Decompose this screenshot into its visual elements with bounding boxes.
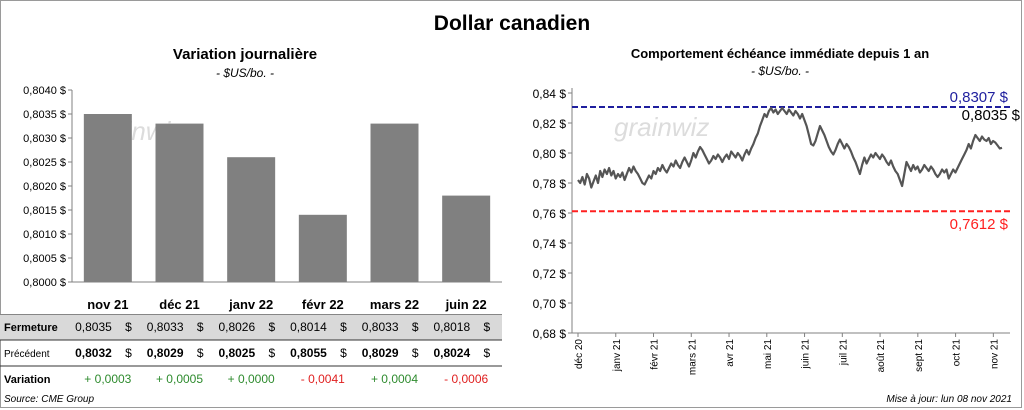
cell-value: - 0,0041: [301, 372, 345, 386]
y-tick-label: 0,84 $: [533, 87, 567, 101]
max-label: 0,8307 $: [950, 89, 1009, 106]
cell-unit: $: [412, 346, 419, 360]
x-category-label: mars 22: [370, 297, 419, 312]
page-title: Dollar canadien: [433, 12, 591, 35]
cell-value: + 0,0004: [371, 372, 418, 386]
bar: [83, 114, 132, 282]
row-label: Précédent: [4, 349, 50, 360]
x-tick-label: août 21: [876, 339, 887, 373]
y-tick-label: 0,78 $: [533, 177, 567, 191]
cell-value: + 0,0000: [228, 372, 275, 386]
data-table: Fermeture 0,8035 $0,8033 $0,8026 $0,8014 $0,8…: [0, 314, 502, 386]
x-tick-label: mai 21: [763, 339, 774, 369]
cell-value: 0,8014: [290, 320, 327, 334]
cell-value: 0,8025: [218, 346, 255, 360]
x-category-label: janv 22: [228, 297, 273, 312]
y-tick-label: 0,8040 $: [23, 85, 66, 97]
row-label: Fermeture: [4, 322, 58, 334]
y-tick-label: 0,8010 $: [23, 229, 66, 241]
cell-value: + 0,0005: [156, 372, 203, 386]
min-label: 0,7612 $: [950, 216, 1009, 233]
x-tick-label: mars 21: [687, 339, 698, 376]
cell-unit: $: [197, 346, 204, 360]
cell-value: 0,8032: [75, 346, 112, 360]
cell-value: 0,8018: [433, 320, 470, 334]
x-tick-label: avr 21: [725, 339, 736, 367]
cell-value: 0,8055: [290, 346, 327, 360]
cell-unit: $: [268, 346, 275, 360]
y-tick-label: 0,8025 $: [23, 157, 66, 169]
bar: [298, 214, 347, 282]
right-chart-title: Comportement échéance immédiate depuis 1…: [630, 46, 930, 61]
y-tick-label: 0,8020 $: [23, 181, 66, 193]
row-label: Variation: [4, 374, 51, 386]
x-tick-label: janv 21: [612, 339, 623, 373]
cell-value: + 0,0003: [84, 372, 131, 386]
cell-unit: $: [197, 320, 204, 334]
cell-unit: $: [483, 346, 490, 360]
cell-unit: $: [340, 346, 347, 360]
cell-unit: $: [125, 346, 132, 360]
bar: [442, 195, 491, 282]
x-category-label: juin 22: [445, 297, 487, 312]
cell-value: 0,8033: [147, 320, 184, 334]
y-tick-label: 0,8000 $: [23, 277, 66, 289]
x-tick-label: sept 21: [914, 339, 925, 372]
cell-unit: $: [268, 320, 275, 334]
cell-unit: $: [340, 320, 347, 334]
left-chart-subtitle: - $US/bo. -: [215, 66, 275, 80]
bar: [155, 123, 204, 282]
x-tick-label: févr 21: [650, 339, 661, 370]
y-tick-label: 0,8035 $: [23, 109, 66, 121]
right-chart-subtitle: - $US/bo. -: [750, 64, 810, 78]
cell-value: 0,8026: [218, 320, 255, 334]
cell-value: 0,8033: [362, 320, 399, 334]
cell-value: - 0,0006: [444, 372, 488, 386]
y-tick-label: 0,80 $: [533, 147, 567, 161]
x-tick-label: juin 21: [801, 339, 812, 370]
cell-unit: $: [412, 320, 419, 334]
x-category-label: févr 22: [302, 297, 344, 312]
y-tick-label: 0,76 $: [533, 207, 567, 221]
y-tick-label: 0,82 $: [533, 117, 567, 131]
bar-chart: 0,8000 $ 0,8005 $ 0,8010 $ 0,8015 $ 0,8020 $…: [23, 85, 502, 312]
cell-value: 0,8035: [75, 320, 112, 334]
bar: [370, 123, 419, 282]
line-chart: 0,68 $ 0,70 $ 0,72 $ 0,74 $ 0,76 $ 0,78 $ 0,80…: [533, 87, 1021, 376]
row-band: [0, 314, 502, 340]
x-category-label: déc 21: [159, 297, 199, 312]
x-tick-label: oct 21: [952, 339, 963, 367]
y-tick-label: 0,70 $: [533, 297, 567, 311]
left-chart-title: Variation journalière: [172, 46, 318, 63]
bar: [227, 157, 276, 282]
watermark-text: grainwiz: [614, 112, 709, 142]
y-tick-label: 0,8015 $: [23, 205, 66, 217]
x-category-label: nov 21: [87, 297, 128, 312]
cell-unit: $: [125, 320, 132, 334]
x-tick-label: juil 21: [838, 339, 849, 367]
update-note: Mise à jour: lun 08 nov 2021: [886, 394, 1012, 405]
cell-value: 0,8029: [147, 346, 184, 360]
cell-value: 0,8024: [433, 346, 470, 360]
source-note: Source: CME Group: [4, 394, 95, 405]
cell-value: 0,8029: [362, 346, 399, 360]
price-series-line: [577, 106, 1003, 189]
y-tick-label: 0,72 $: [533, 267, 567, 281]
x-tick-label: déc 20: [574, 339, 585, 369]
y-tick-label: 0,74 $: [533, 237, 567, 251]
y-tick-label: 0,8005 $: [23, 253, 66, 265]
y-tick-label: 0,8030 $: [23, 133, 66, 145]
y-tick-label: 0,68 $: [533, 327, 567, 341]
cell-unit: $: [483, 320, 490, 334]
x-tick-label: nov 21: [989, 339, 1000, 369]
last-value-label: 0,8035 $: [962, 107, 1021, 124]
